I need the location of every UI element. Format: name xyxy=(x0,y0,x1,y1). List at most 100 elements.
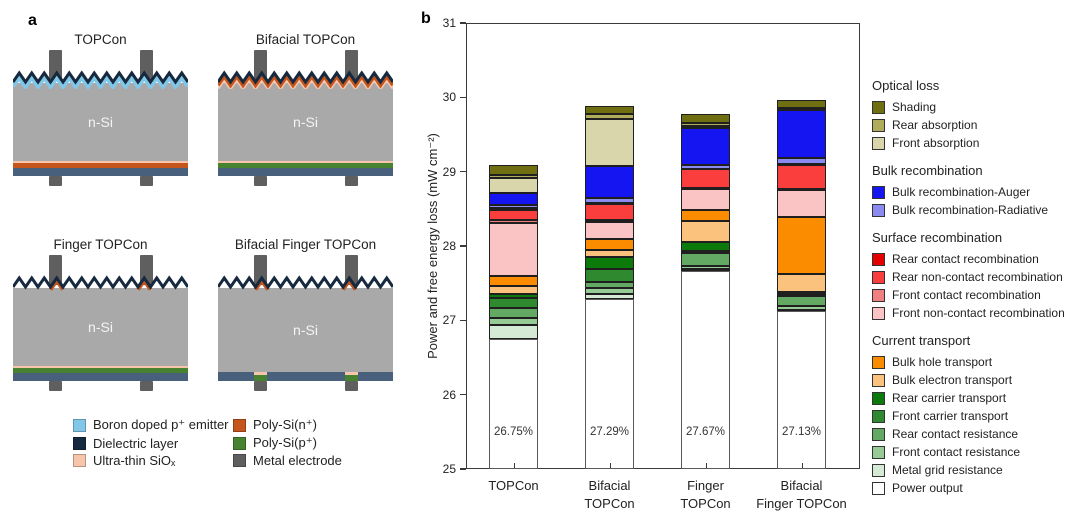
legend-swatch xyxy=(872,288,885,302)
bar-segment-bulk-recombination-radiative xyxy=(585,197,634,203)
n-si-label: n-Si xyxy=(293,322,318,338)
stacked-bar: 27.13% xyxy=(777,23,826,469)
metal-electrode-rear xyxy=(140,381,153,391)
cell-title: TOPCon xyxy=(74,32,127,47)
metal-electrode-front xyxy=(49,50,62,80)
y-tick-label: 27 xyxy=(442,313,456,328)
bar-segment-front-non-contact-recombination xyxy=(489,222,538,277)
bar-segment-shading xyxy=(489,164,538,175)
rear-dielectric-layer xyxy=(218,168,393,176)
metal-electrode-front xyxy=(254,50,267,80)
n-si-label: n-Si xyxy=(88,319,113,335)
legend-group: Bulk recombination Bulk recombination-Aug… xyxy=(872,163,1078,219)
power-output-value: 27.67% xyxy=(685,426,725,438)
cell-schematic: n-Si xyxy=(218,50,393,186)
legend-swatch xyxy=(73,453,86,467)
legend-label: Poly-Si(p⁺) xyxy=(253,435,317,450)
stacked-bar: 26.75% xyxy=(489,23,538,469)
bar-segment-bulk-hole-transport xyxy=(585,239,634,251)
rear-dielectric-layer xyxy=(13,168,188,176)
legend-label: Bulk electron transport xyxy=(892,373,1013,387)
legend-item: Front contact resistance xyxy=(872,443,1078,461)
legend-item: Shading xyxy=(872,98,1078,116)
bar-segment-metal-grid-resistance xyxy=(585,293,634,299)
legend-item: Rear non-contact recombination xyxy=(872,268,1078,286)
legend-label: Boron doped p⁺ emitter xyxy=(93,417,229,432)
bar-segment-front-non-contact-recombination xyxy=(777,189,826,218)
bar-segment-rear-absorption xyxy=(681,122,730,126)
legend-item: Rear absorption xyxy=(872,116,1078,134)
bar-segment-front-contact-resistance xyxy=(489,318,538,325)
bar-segment-rear-absorption xyxy=(585,114,634,119)
n-si-body: n-Si xyxy=(218,288,393,372)
bar-segment-metal-grid-resistance xyxy=(489,324,538,339)
legend-item: Bulk recombination-Radiative xyxy=(872,201,1078,219)
bar-segment-shading xyxy=(585,105,634,115)
legend-item: Dielectric layer xyxy=(73,436,178,451)
legend-item: Poly-Si(p⁺) xyxy=(233,435,317,450)
bar-segment-bulk-recombination-radiative xyxy=(777,158,826,165)
bar-segment-power-output: 27.13% xyxy=(777,310,826,469)
legend-label: Rear contact resistance xyxy=(892,427,1019,441)
cell-schematic: n-Si xyxy=(13,50,188,186)
bar-segment-power-output: 27.29% xyxy=(585,298,634,469)
legend-swatch xyxy=(872,100,885,114)
y-tick-label: 31 xyxy=(442,16,456,30)
bar-segment-power-output: 26.75% xyxy=(489,338,538,469)
legend-label: Front contact resistance xyxy=(892,445,1021,459)
legend-group-header: Current transport xyxy=(872,333,971,348)
legend-item: Front absorption xyxy=(872,134,1078,152)
poly-layer xyxy=(13,163,188,168)
rear-contact-plug xyxy=(254,372,267,381)
legend-swatch xyxy=(872,185,885,199)
plot-area xyxy=(466,23,860,469)
legend-swatch xyxy=(233,453,246,467)
power-output-value: 27.29% xyxy=(589,426,629,438)
legend-swatch xyxy=(872,409,885,423)
legend-swatch xyxy=(872,445,885,459)
x-tick-label: Bifacial TOPCon xyxy=(584,478,635,511)
legend-swatch xyxy=(872,270,885,284)
metal-electrode-rear xyxy=(140,176,153,186)
bar-segment-rear-carrier-transport xyxy=(681,242,730,252)
legend-label: Metal grid resistance xyxy=(892,463,1003,477)
legend-swatch xyxy=(872,427,885,441)
rear-contact-plug xyxy=(345,372,358,381)
bar-segment-bulk-hole-transport xyxy=(489,276,538,287)
x-tick xyxy=(609,463,611,468)
x-tick-label: Finger TOPCon xyxy=(680,478,731,511)
y-tick-label: 30 xyxy=(442,90,456,105)
metal-electrode-rear xyxy=(254,176,267,186)
bar-segment-front-contact-recombination xyxy=(585,220,634,223)
bar-segment-front-contact-resistance xyxy=(777,306,826,310)
poly-layer xyxy=(218,163,393,168)
legend-label: Bulk recombination-Auger xyxy=(892,185,1031,199)
legend-label: Rear carrier transport xyxy=(892,391,1007,405)
bar-segment-front-contact-resistance xyxy=(585,287,634,294)
bar-segment-rear-contact-resistance xyxy=(489,307,538,319)
legend-group-header: Optical loss xyxy=(872,78,940,93)
bar-segment-power-output: 27.67% xyxy=(681,270,730,469)
legend-label: Rear contact recombination xyxy=(892,252,1039,266)
n-si-body: n-Si xyxy=(218,83,393,161)
y-tick-label: 29 xyxy=(442,164,456,179)
cell-schematic: n-Si xyxy=(13,255,188,391)
bar-segment-rear-carrier-transport xyxy=(489,293,538,299)
bar-segment-bulk-electron-transport xyxy=(777,273,826,293)
x-tick xyxy=(705,463,707,468)
y-tick xyxy=(460,245,466,247)
legend-swatch xyxy=(872,203,885,217)
legend-label: Bulk recombination-Radiative xyxy=(892,203,1049,217)
bar-segment-rear-absorption xyxy=(489,174,538,179)
legend-item: Front carrier transport xyxy=(872,407,1078,425)
cell-title: Bifacial TOPCon xyxy=(255,32,356,47)
bar-segment-front-carrier-transport xyxy=(585,269,634,283)
bar-segment-front-non-contact-recombination xyxy=(585,222,634,240)
power-output-value: 27.13% xyxy=(781,426,821,438)
legend-item: Metal electrode xyxy=(233,453,342,468)
legend-label: Bulk hole transport xyxy=(892,355,993,369)
bar-segment-rear-non-contact-recombination xyxy=(681,169,730,189)
bar-segment-front-contact-recombination xyxy=(489,220,538,223)
legend-label: Front absorption xyxy=(892,136,980,150)
